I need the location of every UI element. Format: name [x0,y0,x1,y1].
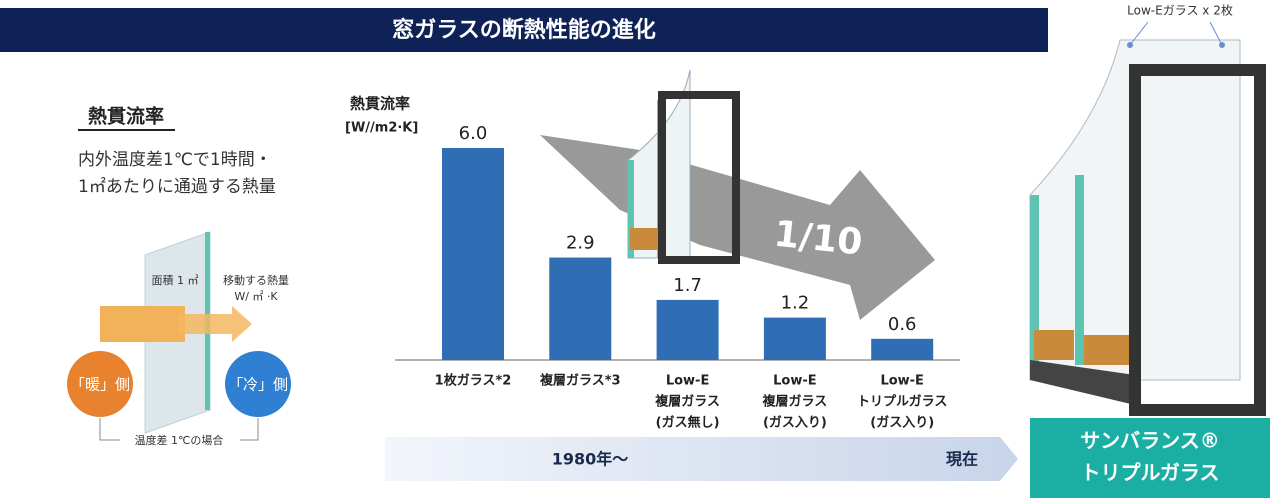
timeline-end: 現在 [946,450,978,469]
header-bar [0,8,1048,52]
bar [442,148,504,360]
cold-label: 「冷」側 [228,376,288,394]
bar [871,338,934,360]
value-label: 0.6 [888,314,917,335]
x-tick-label: Low-E [666,374,710,389]
bar [656,299,719,360]
timeline-tip [1000,437,1018,481]
value-label: 1.7 [673,275,702,296]
diagram-label: 移動する熱量 [223,273,289,287]
triple-glass-illustration [1029,21,1266,416]
warm-label: 「暖」側 [70,376,130,394]
heat-arrow [178,306,252,342]
x-tick-label: Low-E [880,374,924,389]
product-box [1030,418,1270,498]
heat-block [100,306,185,342]
x-tick-label: トリプルガラス [857,395,947,410]
diagram-label: 温度差 1℃の場合 [135,433,224,447]
x-tick-label: (ガス入り) [763,416,827,431]
value-label: 6.0 [459,123,488,144]
chart-title: 熱貫流率 [350,95,410,113]
x-tick-label: 複層ガラス [762,394,828,410]
warm-circle [67,351,133,417]
header-title: 窓ガラスの断熱性能の進化 [392,17,656,43]
product-name: サンバランス® [1080,429,1220,453]
bar [549,257,612,360]
x-tick-label: 複層ガラス [654,394,720,410]
x-tick-label: Low-E [773,374,817,389]
value-label: 1.2 [781,293,810,314]
cold-circle [225,351,291,417]
diagram-label: W/ ㎡ ·K [234,290,278,303]
info-heading: 熱貫流率 [88,105,164,128]
value-label: 2.9 [566,233,595,254]
info-text: 内外温度差1℃で1時間・ [78,150,272,170]
bar [763,317,826,360]
x-tick-label: 1枚ガラス*2 [435,373,512,389]
double-glass-illustration [627,69,740,264]
arrow-label: 1/10 [772,214,864,264]
x-tick-label: (ガス入り) [870,416,934,431]
timeline-start: 1980年〜 [552,450,629,469]
info-text: 1㎡あたりに通過する熱量 [78,177,276,197]
product-name: トリプルガラス [1081,461,1220,485]
timeline-bar [385,437,1000,481]
x-tick-label: (ガス無し) [656,415,720,431]
diagram-label: 面積 1 ㎡ [152,273,199,287]
y-axis-label: [W//m2·K] [345,121,418,136]
bracket [99,418,259,441]
glass-note: Low-Eガラス x 2枚 [1127,3,1233,18]
x-tick-label: 複層ガラス*3 [539,373,621,389]
